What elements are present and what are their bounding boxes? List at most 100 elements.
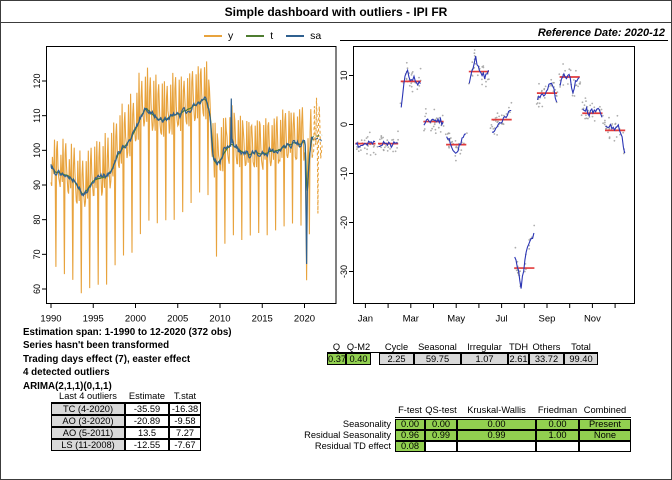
si-dot [471, 75, 474, 77]
si-dot [608, 136, 611, 139]
si-dot [602, 122, 604, 125]
si-dot [578, 82, 581, 85]
si-dot [392, 150, 394, 153]
si-dot [528, 248, 531, 250]
si-dot [450, 141, 453, 144]
y-tick-label: 0 [339, 122, 349, 127]
si-dot [418, 76, 420, 79]
tests-cell: 0.99 [457, 429, 536, 441]
si-dot [494, 120, 497, 122]
si-dot [391, 139, 393, 141]
si-dot [411, 90, 414, 93]
si-dot [385, 145, 387, 147]
tests-cell [536, 440, 579, 452]
si-dot [589, 104, 592, 107]
si-dot [496, 121, 499, 124]
si-dot [552, 81, 554, 84]
si-dot [555, 95, 558, 97]
si-dot [416, 88, 419, 91]
si-dot [600, 108, 603, 111]
si-dot [509, 111, 511, 114]
si-dot [622, 131, 625, 134]
si-dot [368, 131, 371, 134]
si-dot [601, 114, 604, 117]
si-dot [584, 97, 587, 99]
si-dot [599, 105, 601, 108]
tests-cell: 0.96 [395, 429, 425, 441]
si-dot [434, 128, 437, 131]
month-panel-Feb [376, 130, 399, 153]
si-dot [496, 134, 498, 136]
si-dot [562, 84, 565, 86]
series-sa [50, 96, 313, 265]
si-dot [571, 94, 574, 97]
outlier-cell: 7.27 [169, 427, 201, 439]
si-dot [450, 137, 452, 139]
si-dot [496, 112, 499, 115]
si-dot [489, 127, 492, 130]
si-dot [583, 104, 586, 107]
month-panel-Oct [558, 63, 582, 97]
si-dot [432, 125, 435, 128]
si-dot [434, 132, 437, 135]
si-dot [543, 88, 546, 91]
si-dot [423, 129, 425, 132]
si-dot [501, 123, 503, 125]
q-value-Irregular: 1.07 [461, 352, 508, 365]
si-dot [604, 119, 606, 122]
si-dot [604, 121, 606, 124]
legend-label: t [270, 30, 274, 42]
summary-line-0: Estimation span: 1-1990 to 12-2020 (372 … [23, 327, 232, 338]
tests-cell: 1.00 [536, 429, 579, 441]
summary-line-2: Trading days effect (7), easter effect [23, 353, 191, 365]
si-dot [615, 136, 618, 138]
outliers-header-0: Last 4 outliers [59, 391, 117, 401]
si-dot [435, 117, 438, 120]
si-dot [577, 85, 579, 88]
si-dot [491, 125, 494, 128]
si-dot [538, 82, 540, 85]
outlier-cell: -20.89 [125, 415, 169, 427]
si-dot [500, 114, 503, 117]
y-tick-label: 10 [339, 70, 349, 80]
si-dot [528, 239, 531, 241]
q-value-Q: 0.37 [327, 352, 346, 365]
x-tick-label: 1995 [83, 314, 104, 325]
si-dot [355, 148, 358, 151]
q-value-Total: 99.40 [564, 352, 598, 365]
tests-cell: 0.99 [425, 429, 457, 441]
q-value-TDH: 2.61 [508, 352, 529, 365]
si-dot [397, 130, 399, 133]
month-panel-Aug [514, 224, 536, 289]
q-header-rule [327, 351, 598, 353]
month-label: Jan [358, 314, 373, 325]
y-tick-label: -10 [339, 167, 349, 180]
tests-header-Friedman: Friedman [537, 405, 578, 415]
si-dot [543, 97, 546, 99]
si-dot [476, 74, 479, 77]
si-dot [437, 126, 440, 129]
y-tick-label: 80 [32, 215, 42, 225]
si-dot [585, 100, 587, 102]
si-dot [550, 78, 553, 81]
si-dot [494, 117, 497, 119]
si-dot [366, 148, 368, 151]
y-tick-label: 120 [32, 73, 42, 88]
si-dot [376, 145, 379, 148]
month-si-line [582, 105, 603, 118]
si-dot [466, 132, 468, 135]
si-dot [485, 85, 487, 88]
si-dot [591, 115, 594, 118]
si-dot [439, 131, 442, 133]
si-dot [369, 154, 372, 156]
series-sa-forecast [311, 136, 323, 142]
x-tick-label: 1990 [40, 314, 61, 325]
si-dot [510, 101, 513, 104]
month-label: Sep [539, 314, 556, 325]
y-tick-label: 60 [32, 284, 42, 294]
q-header-Total: Total [571, 342, 591, 352]
summary-line-3: 4 detected outliers [23, 367, 110, 379]
summary-line-4: ARIMA(2,1,1)(0,1,1) [23, 380, 112, 392]
month-si-line [605, 123, 626, 154]
